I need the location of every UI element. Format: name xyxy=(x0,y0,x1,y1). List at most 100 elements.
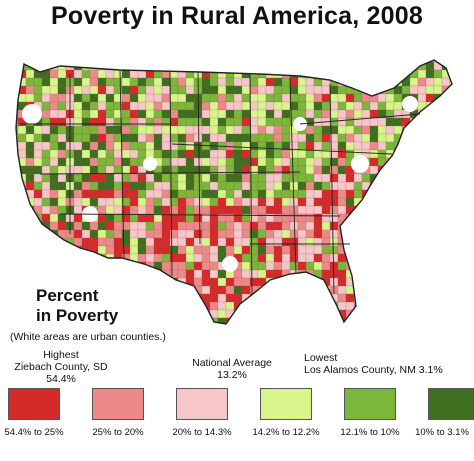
county-tile xyxy=(458,262,466,270)
county-tile xyxy=(353,69,363,79)
county-tile xyxy=(433,149,443,159)
county-tile xyxy=(361,253,371,263)
county-tile xyxy=(273,69,283,79)
county-tile xyxy=(393,317,403,324)
county-tile xyxy=(73,60,83,63)
county-tile xyxy=(249,109,259,119)
county-tile xyxy=(121,245,131,255)
county-tile xyxy=(113,261,123,271)
county-tile xyxy=(170,326,178,334)
county-tile xyxy=(169,60,179,63)
county-tile xyxy=(241,60,251,63)
county-tile xyxy=(369,285,379,295)
county-tile xyxy=(17,141,27,151)
county-tile xyxy=(16,77,19,87)
county-tile xyxy=(25,125,35,135)
county-tile xyxy=(137,61,147,71)
county-tile xyxy=(329,189,339,199)
county-tile xyxy=(169,317,179,324)
county-tile xyxy=(49,157,59,167)
county-tile xyxy=(321,245,331,255)
county-tile xyxy=(121,60,131,63)
county-tile xyxy=(377,317,387,324)
county-tile xyxy=(97,157,107,167)
county-tile xyxy=(16,181,19,191)
county-tile xyxy=(169,253,179,263)
county-tile xyxy=(25,253,35,263)
county-tile xyxy=(330,326,338,334)
county-tile xyxy=(385,61,395,71)
county-tile xyxy=(49,125,59,135)
county-tile xyxy=(410,326,418,334)
county-tile xyxy=(25,229,35,239)
county-tile xyxy=(201,109,211,119)
county-tile xyxy=(321,101,331,111)
county-tile xyxy=(393,173,403,183)
county-tile xyxy=(313,221,323,231)
county-tile xyxy=(89,181,99,191)
county-tile xyxy=(385,133,395,143)
county-tile xyxy=(393,213,403,223)
county-tile xyxy=(353,181,363,191)
county-tile xyxy=(16,85,19,95)
county-tile xyxy=(185,261,195,271)
county-tile xyxy=(265,237,275,247)
county-tile xyxy=(65,261,75,271)
county-tile xyxy=(290,326,298,334)
county-tile xyxy=(354,326,362,334)
county-tile xyxy=(337,141,347,151)
county-tile xyxy=(57,213,67,223)
county-tile xyxy=(105,117,115,127)
county-tile xyxy=(41,60,51,63)
county-tile xyxy=(33,60,43,63)
county-tile xyxy=(16,157,19,167)
county-tile xyxy=(193,109,203,119)
county-tile xyxy=(49,269,59,279)
county-tile xyxy=(425,189,435,199)
county-tile xyxy=(121,133,131,143)
county-tile xyxy=(225,293,235,303)
county-tile xyxy=(289,245,299,255)
county-tile xyxy=(209,205,219,215)
county-tile xyxy=(250,326,258,334)
county-tile xyxy=(137,181,147,191)
county-tile xyxy=(41,117,51,127)
county-tile xyxy=(233,285,243,295)
county-tile xyxy=(417,93,427,103)
county-tile xyxy=(393,117,403,127)
county-tile xyxy=(225,101,235,111)
county-tile xyxy=(57,253,67,263)
county-tile xyxy=(25,309,35,319)
county-tile xyxy=(41,101,51,111)
county-tile xyxy=(449,60,452,63)
county-tile xyxy=(201,149,211,159)
county-tile xyxy=(417,301,427,311)
county-tile xyxy=(257,77,267,87)
county-tile xyxy=(393,205,403,215)
county-tile xyxy=(57,133,67,143)
county-tile xyxy=(137,245,147,255)
county-tile xyxy=(393,245,403,255)
county-tile xyxy=(121,165,131,175)
county-tile xyxy=(121,173,131,183)
county-tile xyxy=(201,253,211,263)
county-tile xyxy=(169,125,179,135)
county-tile xyxy=(121,317,131,324)
county-tile xyxy=(297,245,307,255)
county-tile xyxy=(273,149,283,159)
county-tile xyxy=(201,85,211,95)
county-tile xyxy=(425,253,435,263)
county-tile xyxy=(265,261,275,271)
county-tile xyxy=(89,269,99,279)
county-tile xyxy=(289,85,299,95)
county-tile xyxy=(161,117,171,127)
county-tile xyxy=(345,60,355,63)
county-tile xyxy=(233,85,243,95)
county-tile xyxy=(241,181,251,191)
county-tile xyxy=(289,277,299,287)
county-tile xyxy=(449,157,452,167)
county-tile xyxy=(329,69,339,79)
county-tile xyxy=(361,221,371,231)
county-tile xyxy=(57,245,67,255)
county-tile xyxy=(409,285,419,295)
